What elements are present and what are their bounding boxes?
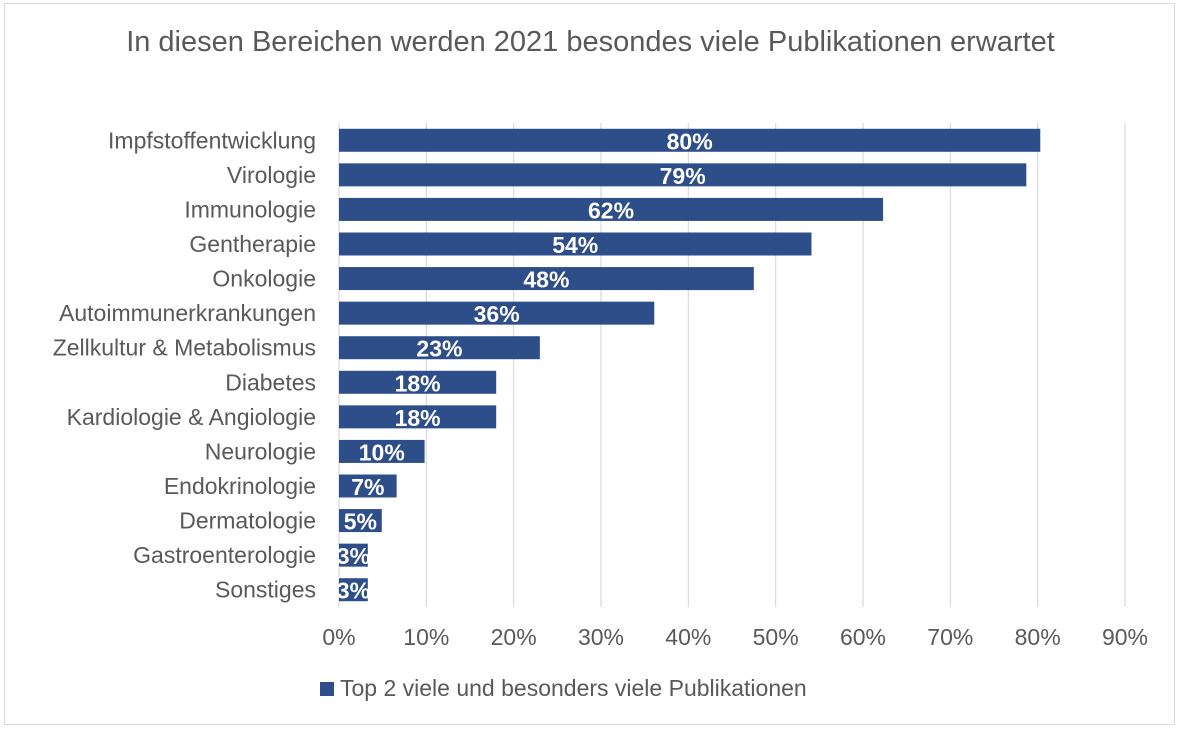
category-label: Immunologie (184, 196, 316, 222)
category-label: Impfstoffentwicklung (108, 127, 316, 153)
category-label: Autoimmunerkrankungen (59, 300, 316, 326)
data-label: 5% (344, 509, 377, 535)
data-label: 7% (351, 474, 384, 500)
bar (339, 128, 1041, 152)
category-label: Diabetes (225, 369, 316, 395)
legend-label: Top 2 viele und besonders viele Publikat… (340, 675, 807, 701)
category-label: Sonstiges (215, 577, 316, 603)
data-label: 18% (395, 405, 441, 431)
bar (339, 267, 754, 291)
data-label: 36% (474, 301, 520, 327)
data-label: 23% (416, 336, 462, 362)
bar (339, 301, 655, 325)
bar (339, 543, 368, 567)
data-label: 48% (523, 267, 569, 293)
x-tick-label: 50% (753, 624, 799, 650)
chart-title: In diesen Bereichen werden 2021 besondes… (126, 26, 1055, 58)
x-tick-label: 70% (927, 624, 973, 650)
bar (339, 232, 812, 256)
data-label: 10% (359, 439, 405, 465)
x-tick-label: 20% (491, 624, 537, 650)
x-tick-label: 30% (578, 624, 624, 650)
category-label: Virologie (227, 162, 316, 188)
x-tick-label: 60% (840, 624, 886, 650)
legend-swatch (320, 681, 334, 696)
category-label: Gastroenterologie (133, 542, 316, 568)
category-label: Endokrinologie (164, 473, 316, 499)
data-label: 3% (337, 543, 370, 569)
bar (339, 578, 368, 602)
bar (339, 405, 497, 429)
data-label: 79% (660, 163, 706, 189)
data-label: 3% (337, 578, 370, 604)
data-label: 18% (395, 370, 441, 396)
category-label: Gentherapie (189, 231, 316, 257)
legend: Top 2 viele und besonders viele Publikat… (320, 675, 807, 702)
category-label: Kardiologie & Angiologie (67, 404, 316, 430)
category-label: Zellkultur & Metabolismus (53, 335, 316, 361)
x-tick-label: 40% (665, 624, 711, 650)
category-label: Dermatologie (179, 508, 316, 534)
category-label: Onkologie (212, 266, 316, 292)
bar (339, 197, 884, 221)
data-label: 54% (552, 232, 598, 258)
x-tick-label: 80% (1015, 624, 1061, 650)
bar (339, 336, 540, 360)
bar (339, 509, 382, 533)
chart-frame (4, 3, 1175, 725)
bar (339, 439, 425, 463)
x-tick-label: 10% (403, 624, 449, 650)
x-tick-label: 0% (322, 624, 355, 650)
data-label: 80% (667, 128, 713, 154)
bar (339, 474, 397, 498)
category-label: Neurologie (205, 438, 316, 464)
bar (339, 163, 1027, 187)
x-tick-label: 90% (1102, 624, 1148, 650)
bar (339, 370, 497, 394)
data-label: 62% (588, 197, 634, 223)
